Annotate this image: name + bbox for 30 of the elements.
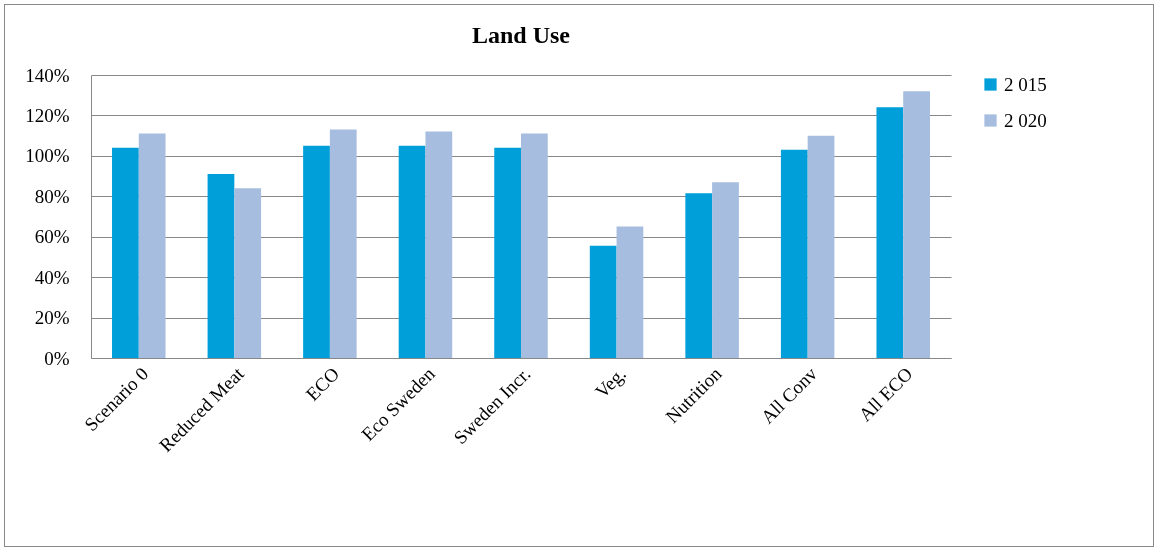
bar: [138, 133, 166, 358]
y-tick-label: 60%: [34, 226, 70, 248]
bar: [398, 145, 426, 358]
y-tick-label: 140%: [25, 64, 70, 86]
y-tick-label: 0%: [44, 347, 70, 369]
bar: [329, 129, 357, 358]
bar: [876, 107, 904, 358]
bar: [425, 131, 453, 358]
bar: [780, 149, 808, 358]
bar: [112, 147, 139, 358]
y-tick-label: 20%: [34, 307, 70, 329]
bar: [234, 188, 262, 358]
bar: [494, 147, 521, 358]
y-tick-label: 40%: [34, 266, 70, 288]
y-tick-label: 80%: [34, 185, 70, 207]
x-tick-label: Veg.: [590, 363, 630, 403]
bar: [712, 182, 739, 358]
bar: [903, 91, 930, 358]
bar: [616, 226, 644, 358]
bar: [807, 135, 835, 358]
legend-label: 2 015: [1004, 73, 1047, 95]
chart-title: Land Use: [471, 22, 571, 48]
y-tick-label: 120%: [25, 104, 70, 126]
bar: [685, 193, 713, 358]
bar: [303, 145, 330, 358]
bar: [589, 245, 617, 358]
bar: [207, 174, 235, 358]
y-tick-label: 100%: [25, 145, 70, 167]
bar: [521, 133, 548, 358]
legend-label: 2 020: [1004, 109, 1047, 131]
